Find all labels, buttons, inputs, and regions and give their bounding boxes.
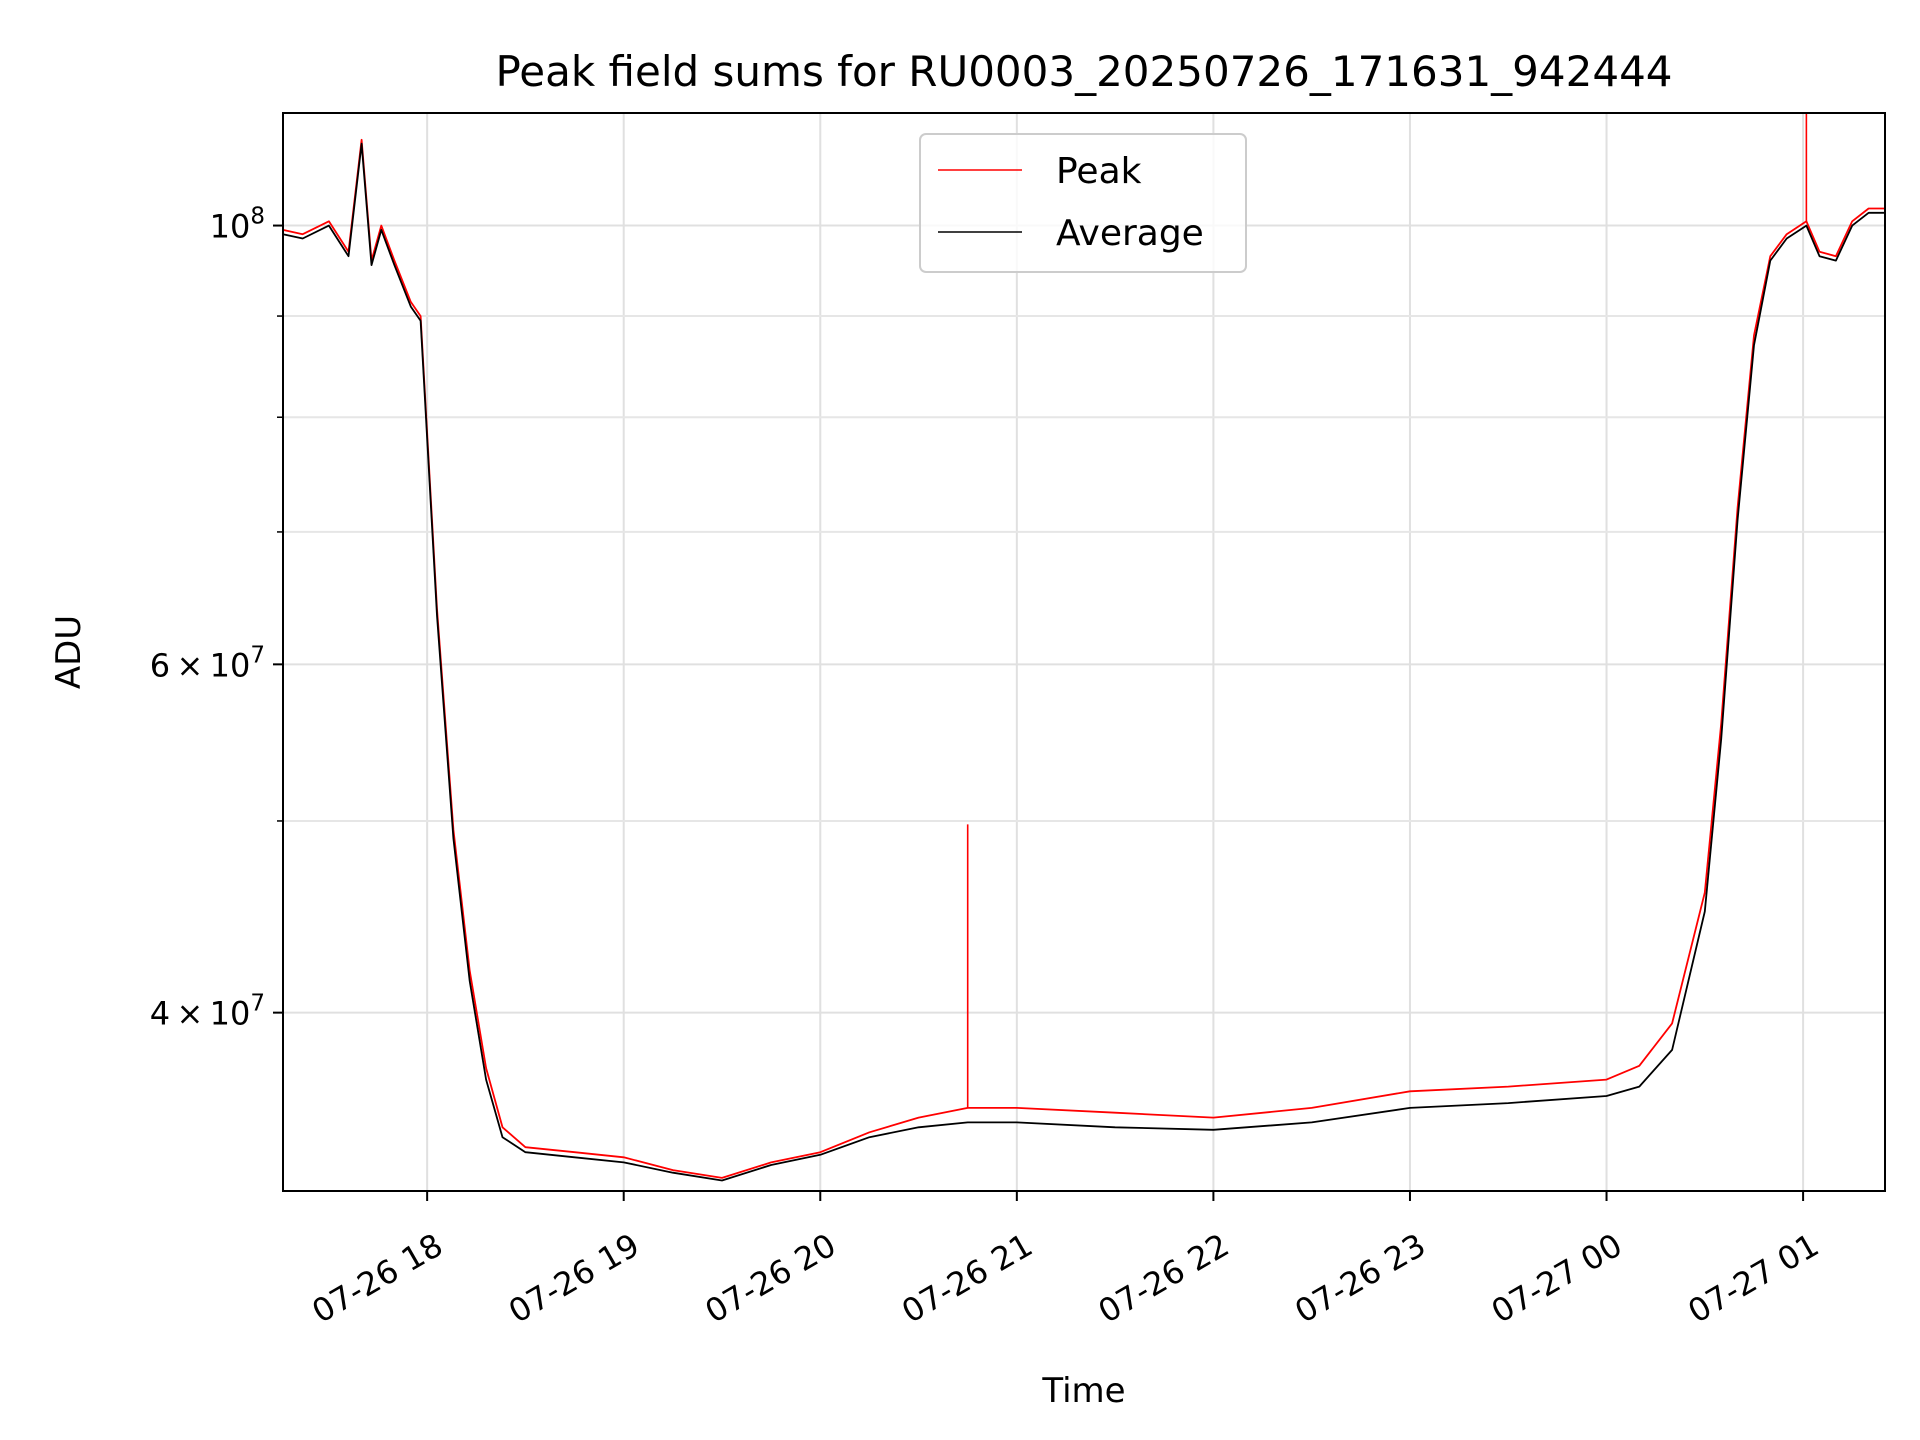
legend: Peak Average — [919, 133, 1247, 273]
chart-title: Peak field sums for RU0003_20250726_1716… — [495, 47, 1672, 96]
y-tick-label: 4 × 107 — [150, 991, 265, 1033]
series-average-line — [282, 142, 1885, 1182]
legend-box — [919, 133, 1247, 273]
series-peak-line — [282, 138, 1885, 1179]
plot-frame — [282, 112, 1886, 1192]
legend-peak-label: Peak — [1056, 151, 1142, 192]
grid — [283, 113, 1885, 1191]
y-axis-label: ADU — [49, 615, 89, 689]
y-axis: 108 6 × 107 4 × 107 — [150, 204, 283, 1033]
legend-average-label: Average — [1056, 213, 1204, 254]
series-layer — [282, 113, 1885, 1182]
y-tick-label: 6 × 107 — [150, 642, 265, 684]
y-tick-label: 108 — [210, 204, 265, 246]
x-axis-label: Time — [1041, 1371, 1125, 1411]
